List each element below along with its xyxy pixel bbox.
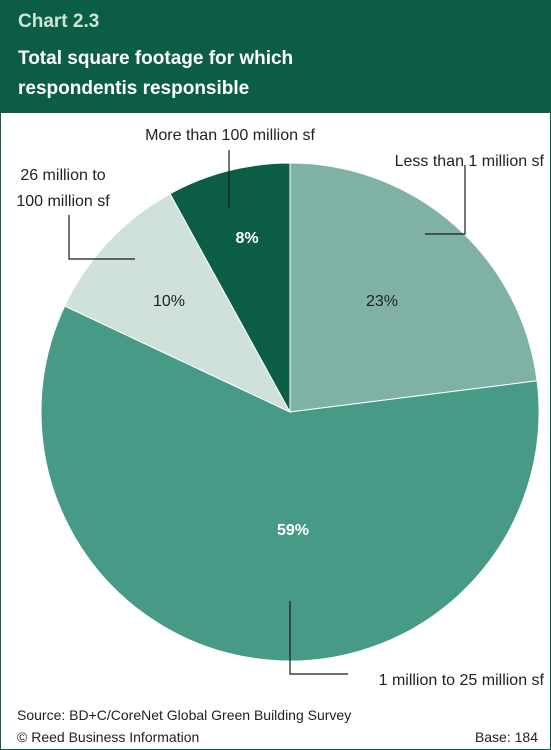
copyright-note: © Reed Business Information <box>17 729 200 745</box>
chart-number: Chart 2.3 <box>18 11 100 32</box>
slice-category-label: 1 million to 25 million sf <box>379 672 545 689</box>
chart-title: Total square footage for which responden… <box>18 48 294 99</box>
slice-category-label: 26 million to <box>20 167 105 184</box>
pie-slice <box>169 162 291 413</box>
slice-percent-label: 59% <box>277 522 309 539</box>
slice-category-label: More than 100 million sf <box>145 127 315 144</box>
leader-line <box>68 215 135 260</box>
source-note: Source: BD+C/CoreNet Global Green Buildi… <box>17 707 352 723</box>
slice-percent-label: 10% <box>153 293 185 310</box>
slice-percent-label: 23% <box>366 293 398 310</box>
slice-percent-label: 8% <box>235 230 258 247</box>
leader-line <box>425 165 466 235</box>
pie-chart: 23% Less than 1 million sf 59% 1 million to… <box>1 113 550 698</box>
pie-slice <box>40 305 540 662</box>
pie-slice <box>289 162 538 413</box>
chart-header: Chart 2.3 Total square footage for which… <box>1 1 550 113</box>
base-note: Base: 184 <box>474 729 538 745</box>
leader-line <box>289 601 348 675</box>
pie-chart-svg: 23% Less than 1 million sf 59% 1 million to… <box>16 127 545 689</box>
slice-category-label: 100 million sf <box>16 193 110 210</box>
slice-category-label: Less than 1 million sf <box>395 153 545 170</box>
pie-slice <box>64 193 292 414</box>
